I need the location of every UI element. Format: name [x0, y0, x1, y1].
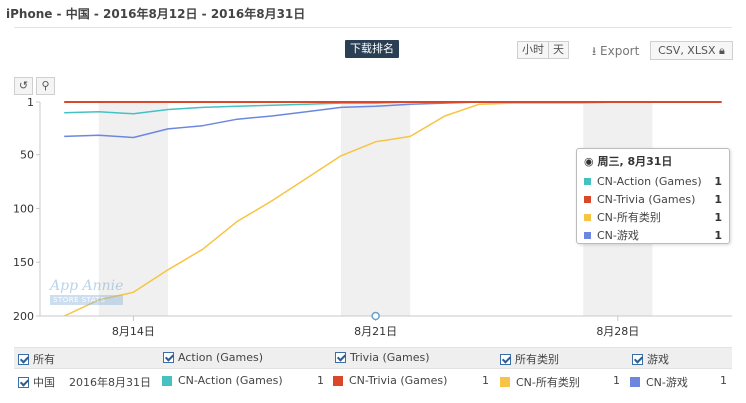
legend-toggle-trivia[interactable]: Trivia (Games) [335, 351, 430, 364]
download-icon: ⭳ [592, 44, 597, 58]
data-row-value: 1 [317, 374, 324, 387]
data-row-series: CN-Action (Games) [162, 374, 283, 387]
series-swatch [162, 375, 172, 386]
series-swatch [584, 213, 591, 221]
tooltip-series-value: 1 [714, 192, 722, 206]
tooltip-series-name: CN-Action (Games) [597, 174, 702, 188]
y-tick-label: 1 [27, 96, 34, 109]
series-name: CN-Action (Games) [178, 374, 283, 387]
series-name: CN-所有类别 [516, 376, 580, 389]
tooltip-row: CN-游戏 1 [584, 226, 722, 244]
legend-toggle-games[interactable]: 游戏 [632, 351, 669, 367]
watermark: App Annie STORE STATS [50, 275, 124, 305]
legend-label: 所有 [33, 353, 55, 366]
page-title: iPhone - 中国 - 2016年8月12日 - 2016年8月31日 [6, 7, 306, 21]
y-tick-label: 50 [20, 149, 34, 162]
data-row-value: 1 [613, 374, 620, 387]
x-tick-label: 8月28日 [596, 325, 639, 338]
legend-toggle-action[interactable]: Action (Games) [163, 351, 263, 364]
csv-label: CSV, XLSX [658, 44, 716, 57]
data-row-series: CN-游戏 [630, 374, 688, 390]
legend-label: 所有类别 [515, 353, 559, 366]
header-divider [14, 27, 732, 28]
legend-bar: 所有 Action (Games) Trivia (Games) 所有类别 游戏 [14, 347, 732, 369]
granularity-toggle: 小时 天 [517, 41, 569, 59]
checkbox-icon[interactable] [500, 353, 511, 365]
x-tick-label: 8月14日 [112, 325, 155, 338]
data-row-value: 1 [482, 374, 489, 387]
legend-label: Action (Games) [178, 351, 264, 364]
series-swatch [500, 377, 510, 387]
country-label: 中国 [33, 376, 55, 389]
tooltip-header: ◉ 周三, 8月31日 [584, 153, 722, 169]
tooltip-series-value: 1 [714, 210, 722, 224]
tooltip-row: CN-Trivia (Games) 1 [584, 190, 722, 208]
chart-title: 下载排名 [345, 40, 399, 58]
series-swatch [333, 375, 343, 386]
data-row-country[interactable]: 中国 [18, 374, 55, 390]
series-name: CN-Trivia (Games) [349, 374, 448, 387]
checkbox-icon[interactable] [18, 353, 29, 365]
chart-tooltip: ◉ 周三, 8月31日 CN-Action (Games) 1 CN-Trivi… [576, 148, 730, 244]
checkbox-icon[interactable] [335, 352, 346, 363]
series-swatch [584, 231, 591, 239]
data-row-series: CN-Trivia (Games) [333, 374, 447, 387]
reset-icon: ↺ [18, 79, 29, 92]
export-label: Export [600, 44, 640, 58]
y-tick-label: 150 [13, 256, 34, 269]
watermark-badge: STORE STATS [50, 295, 124, 305]
tooltip-row: CN-Action (Games) 1 [584, 172, 722, 190]
y-tick-label: 100 [13, 202, 34, 215]
legend-toggle-all[interactable]: 所有 [18, 351, 55, 367]
watermark-text: App Annie [50, 278, 124, 294]
export-button[interactable]: ⭳ Export [592, 42, 639, 63]
data-row: 中国 2016年8月31日 CN-Action (Games) 1 CN-Tri… [14, 371, 732, 393]
y-tick-label: 200 [13, 310, 34, 323]
tooltip-date: 周三, 8月31日 [597, 155, 673, 168]
tooltip-series-value: 1 [714, 228, 722, 242]
lock-icon: 🔒︎ [719, 44, 725, 57]
checkbox-icon[interactable] [18, 376, 29, 388]
granularity-hour-button[interactable]: 小时 [522, 43, 544, 56]
series-name: CN-游戏 [646, 376, 688, 389]
zoom-icon: ⚲ [41, 79, 50, 92]
tooltip-row: CN-所有类别 1 [584, 208, 722, 226]
globe-icon: ◉ [584, 155, 594, 168]
checkbox-icon[interactable] [163, 352, 174, 363]
legend-toggle-all-categories[interactable]: 所有类别 [500, 351, 559, 367]
checkbox-icon[interactable] [632, 353, 643, 365]
weekend-band [341, 102, 411, 316]
tooltip-series-value: 1 [714, 174, 722, 188]
legend-label: Trivia (Games) [350, 351, 430, 364]
series-swatch [584, 195, 591, 203]
legend-label: 游戏 [647, 353, 669, 366]
data-row-date: 2016年8月31日 [69, 376, 151, 389]
zoom-button[interactable]: ⚲ [36, 77, 55, 95]
granularity-day-button[interactable]: 天 [548, 42, 568, 58]
tooltip-series-name: CN-所有类别 [597, 211, 661, 224]
series-swatch [584, 177, 591, 185]
csv-xlsx-button[interactable]: CSV, XLSX 🔒︎ [650, 41, 733, 60]
navigator-handle [371, 311, 380, 321]
data-row-value: 1 [720, 374, 727, 387]
series-swatch [630, 377, 640, 387]
data-row-series: CN-所有类别 [500, 374, 580, 390]
tooltip-series-name: CN-Trivia (Games) [597, 192, 696, 206]
tooltip-series-name: CN-游戏 [597, 229, 639, 242]
x-tick-label: 8月21日 [354, 325, 397, 338]
reset-zoom-button[interactable]: ↺ [14, 77, 33, 95]
